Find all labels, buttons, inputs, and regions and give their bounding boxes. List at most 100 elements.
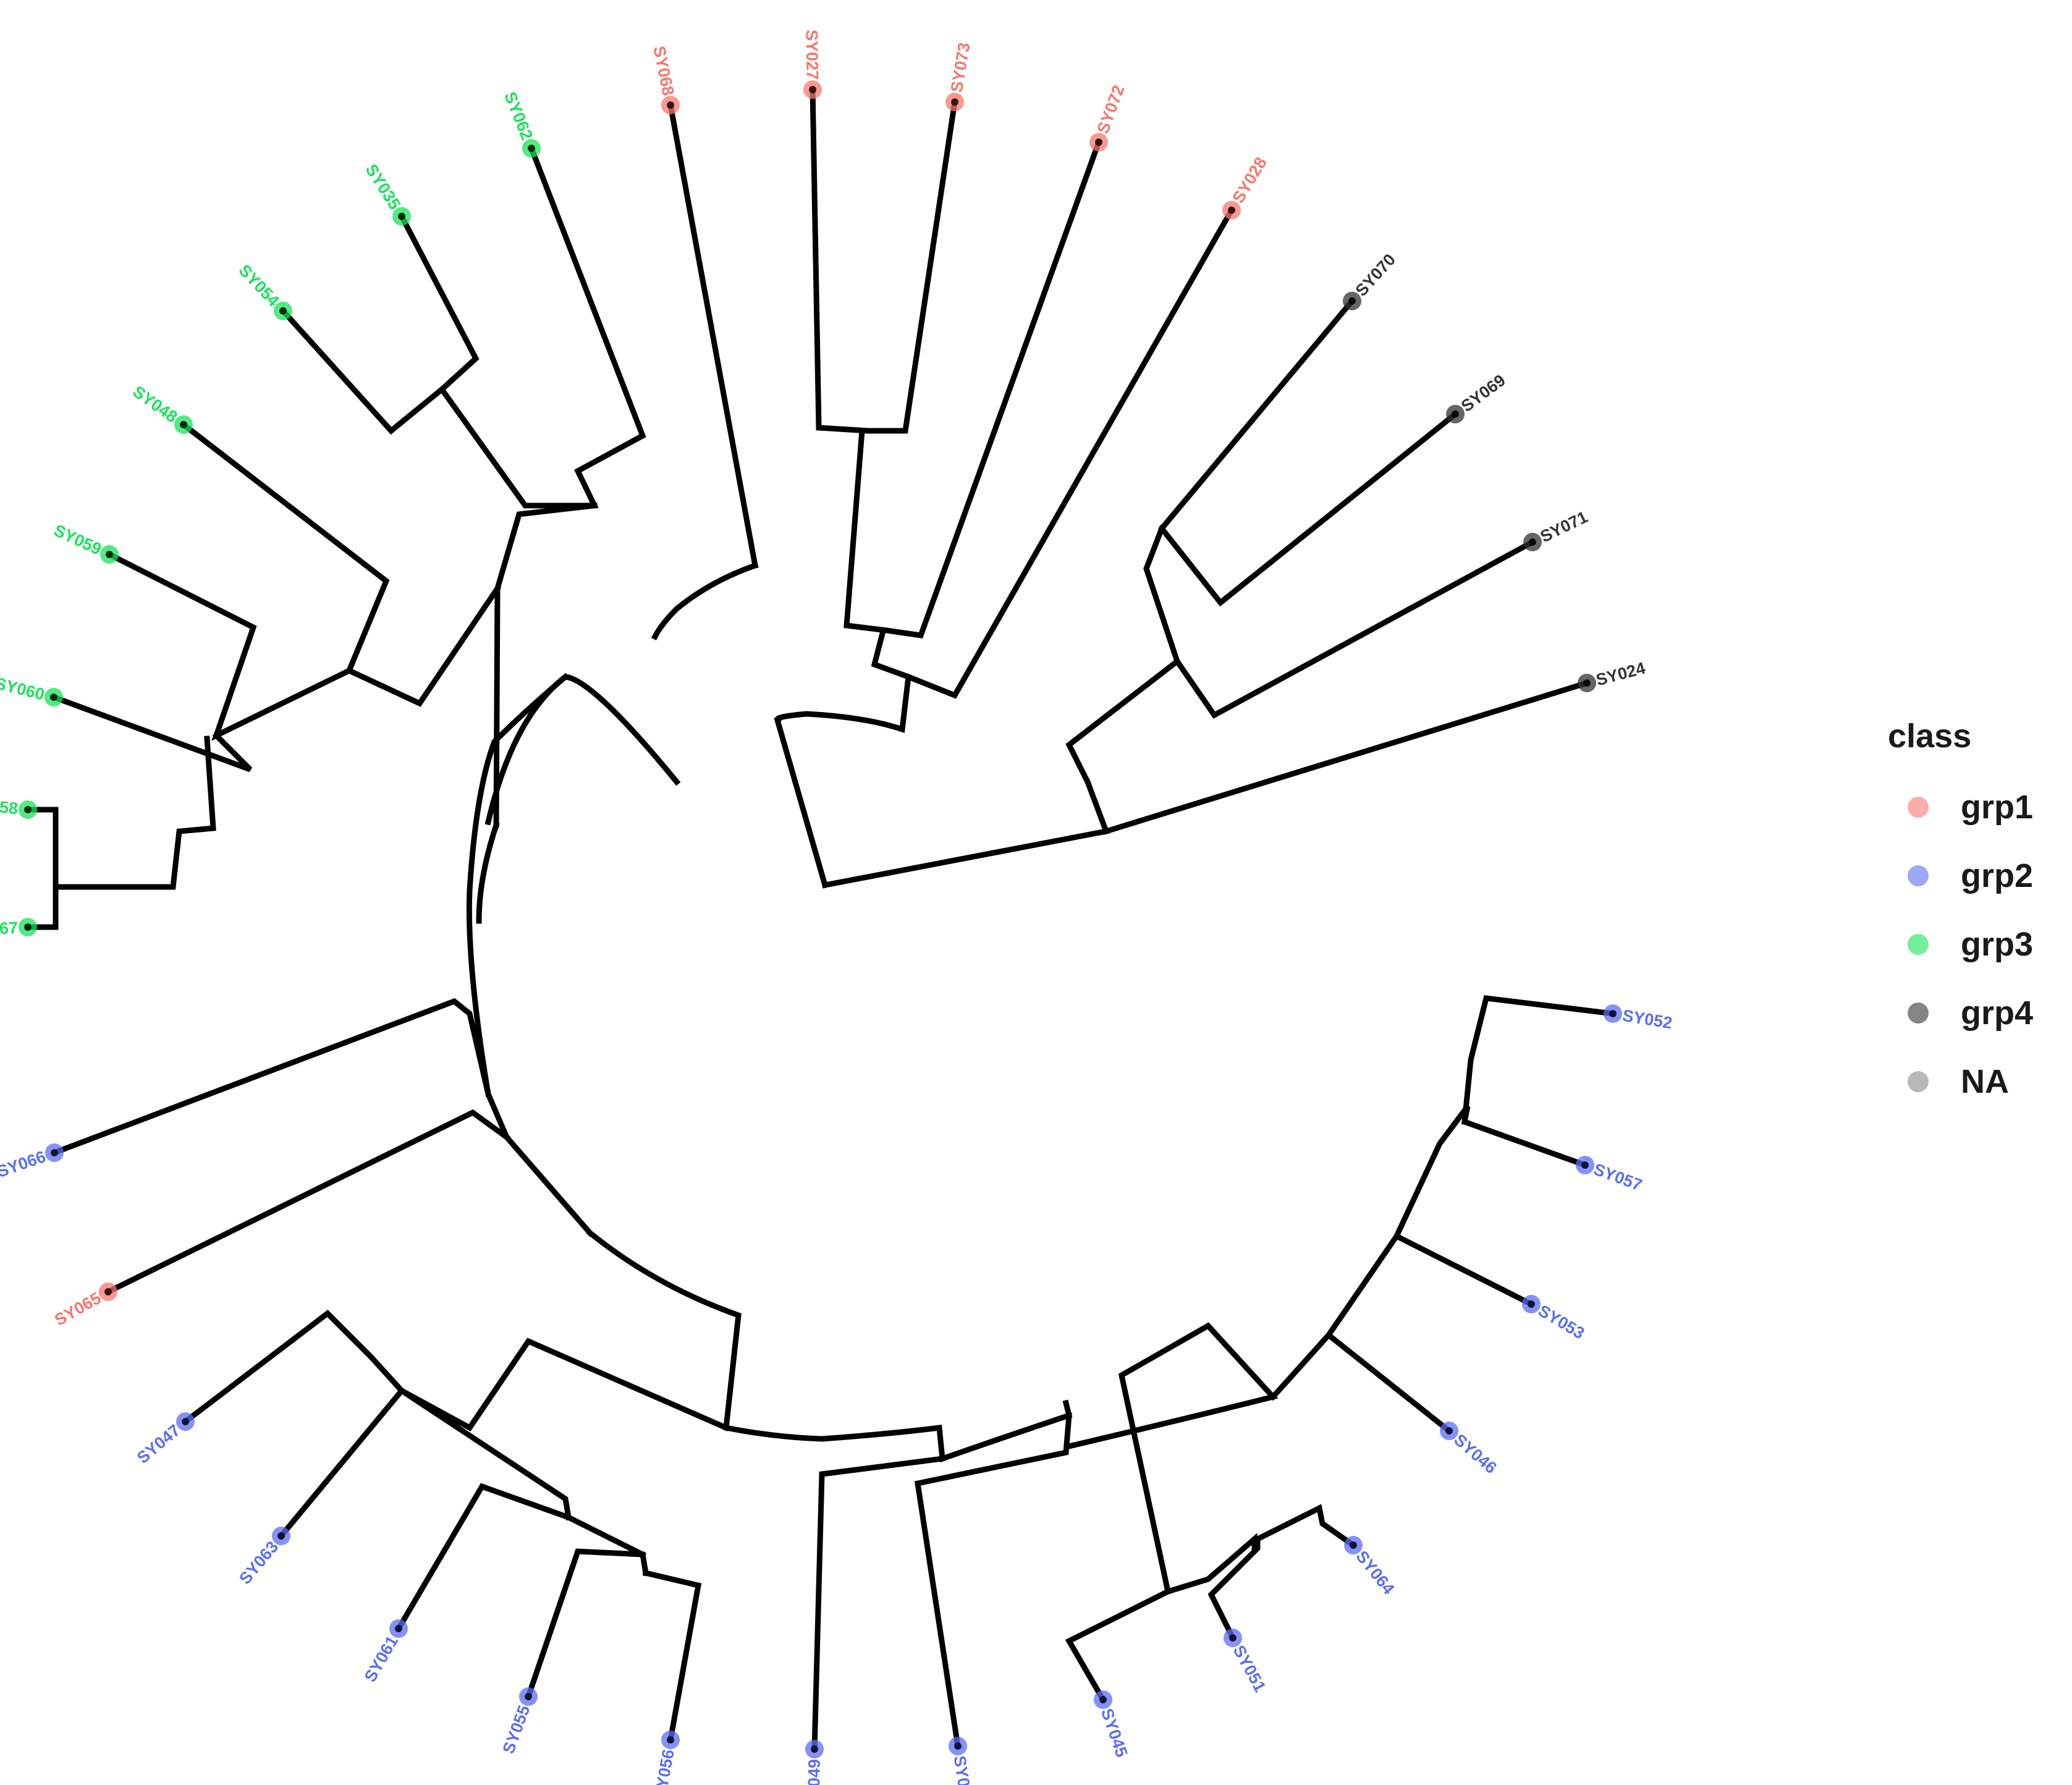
dendrogram-branches <box>25 87 1617 1752</box>
tip-label: SY070 <box>1352 250 1400 300</box>
tip-label: SY058 <box>0 795 19 818</box>
tip-label: SY052 <box>1621 1006 1673 1033</box>
legend-item-grp3: grp3 <box>1888 910 2061 978</box>
tip-sy054: SY054 <box>235 261 292 320</box>
tip-point-center <box>667 1736 674 1744</box>
legend-swatch <box>1908 933 1929 955</box>
legend-label: grp3 <box>1961 925 2034 963</box>
tip-label: SY066 <box>0 1147 48 1181</box>
tip-point-center <box>24 806 32 813</box>
legend-swatch <box>1908 1071 1929 1092</box>
tip-point-center <box>24 923 32 931</box>
tip-sy055: SY055 <box>499 1687 538 1756</box>
tip-sy028: SY028 <box>1222 154 1271 219</box>
legend-title: class <box>1888 718 1972 755</box>
tip-point-center <box>180 421 187 428</box>
tip-point-center <box>525 1693 532 1700</box>
tip-point-center <box>277 1532 285 1540</box>
legend-label: grp4 <box>1961 994 2034 1032</box>
tip-sy067: SY067 <box>0 918 37 939</box>
tip-point-center <box>1229 1634 1237 1642</box>
tip-label: SY045 <box>1097 1706 1131 1759</box>
tip-point-center <box>395 1625 402 1632</box>
tip-point-center <box>1228 206 1235 214</box>
tip-sy035: SY035 <box>362 161 411 226</box>
tip-sy049: SY049 <box>805 1740 824 1785</box>
tip-sy065: SY065 <box>51 1283 117 1329</box>
tip-label: SY050 <box>950 1755 976 1785</box>
tip-point-center <box>51 1149 58 1156</box>
tip-sy051: SY051 <box>1224 1629 1269 1695</box>
tip-point-center <box>1445 1427 1453 1435</box>
tip-point-center <box>954 1742 962 1750</box>
tip-label: SY059 <box>51 521 104 559</box>
tip-point-center <box>811 1745 818 1753</box>
tip-point-center <box>1583 679 1591 687</box>
tip-label: SY049 <box>805 1759 824 1785</box>
tip-point-center <box>1095 138 1102 146</box>
tip-label: SY053 <box>1535 1301 1588 1342</box>
legend-label: grp1 <box>1961 788 2034 826</box>
tip-label: SY064 <box>1352 1547 1398 1598</box>
legend: class grp1 grp2 grp3 grp4 NA <box>1888 717 2061 1116</box>
tip-point-center <box>182 1418 189 1425</box>
legend-item-grp4: grp4 <box>1888 978 2061 1047</box>
legend-swatch <box>1908 796 1929 818</box>
tip-label: SY062 <box>501 89 536 142</box>
tip-point-center <box>398 213 405 220</box>
legend-item-na: NA <box>1888 1047 2061 1116</box>
tip-point-center <box>1452 410 1459 418</box>
tip-sy060: SY060 <box>0 674 63 706</box>
tip-label: SY027 <box>802 30 821 80</box>
tip-point-center <box>1581 1161 1589 1169</box>
tip-sy073: SY073 <box>945 41 974 111</box>
tip-point-center <box>1348 297 1356 305</box>
legend-label: grp2 <box>1961 857 2034 894</box>
tip-sy062: SY062 <box>501 89 541 158</box>
tip-sy027: SY027 <box>802 30 822 99</box>
legend-swatch <box>1908 865 1929 886</box>
tip-label: SY028 <box>1228 154 1271 206</box>
tip-point-center <box>279 307 287 315</box>
tip-label: SY057 <box>1591 1160 1644 1194</box>
tip-sy059: SY059 <box>51 521 119 564</box>
tip-sy056: SY056 <box>651 1731 680 1785</box>
legend-item-grp1: grp1 <box>1888 773 2061 841</box>
tip-label: SY065 <box>51 1289 104 1329</box>
tip-sy053: SY053 <box>1522 1295 1588 1342</box>
tip-point-center <box>1099 1696 1107 1703</box>
tip-label: SY035 <box>362 161 404 213</box>
tip-point-center <box>1350 1541 1357 1549</box>
tip-label: SY069 <box>1458 371 1509 416</box>
tip-label: SY048 <box>129 382 180 426</box>
legend-item-grp2: grp2 <box>1888 841 2061 910</box>
tip-label: SY067 <box>0 918 19 939</box>
tip-point-center <box>1609 1010 1617 1017</box>
tip-sy070: SY070 <box>1343 250 1399 310</box>
tip-point-center <box>106 551 113 558</box>
tip-sy047: SY047 <box>133 1412 195 1467</box>
tip-sy046: SY046 <box>1440 1422 1500 1477</box>
legend-swatch <box>1908 1002 1929 1024</box>
tip-label: SY068 <box>649 45 677 97</box>
tip-label: SY046 <box>1450 1430 1500 1477</box>
tip-label: SY055 <box>499 1703 534 1756</box>
legend-label: NA <box>1961 1062 2009 1100</box>
tip-label: SY061 <box>361 1632 402 1685</box>
tip-sy052: SY052 <box>1604 1004 1673 1032</box>
tip-point-center <box>809 86 816 93</box>
tip-sy057: SY057 <box>1576 1156 1644 1195</box>
tip-label: SY056 <box>651 1748 678 1785</box>
tip-label: SY024 <box>1594 659 1647 690</box>
tip-point-center <box>104 1288 112 1295</box>
tip-point-center <box>951 98 958 106</box>
tip-sy071: SY071 <box>1523 507 1591 551</box>
legend-items: grp1 grp2 grp3 grp4 NA <box>1888 773 2061 1116</box>
tip-sy045: SY045 <box>1094 1690 1131 1760</box>
tip-point-center <box>1528 1300 1535 1308</box>
tip-label: SY051 <box>1229 1642 1269 1695</box>
tip-sy064: SY064 <box>1344 1536 1398 1598</box>
tip-point-center <box>1529 538 1536 546</box>
tip-label: SY054 <box>235 261 282 310</box>
